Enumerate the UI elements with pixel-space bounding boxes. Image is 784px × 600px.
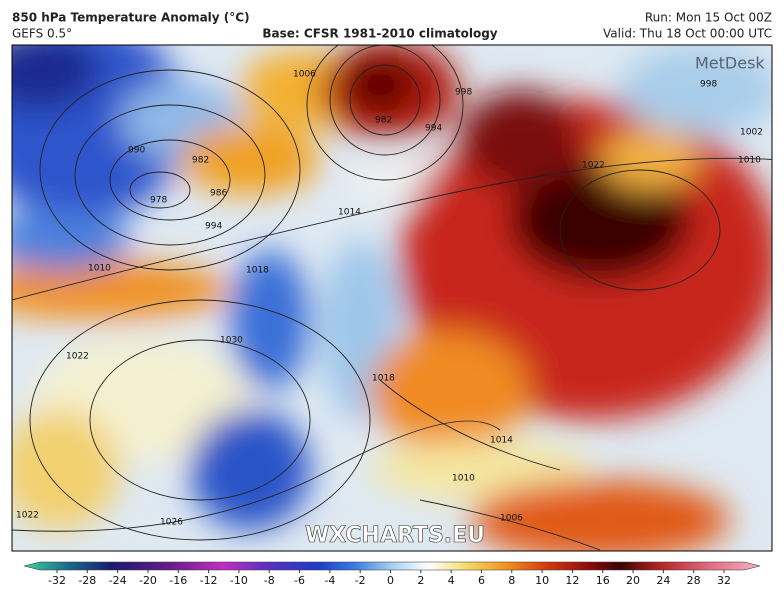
isobar-label: 998 — [455, 88, 472, 98]
isobar-label: 1006 — [500, 514, 523, 524]
map-frame — [11, 44, 773, 552]
colorbar-tick-label: 28 — [687, 574, 701, 587]
isobar-label: 998 — [700, 80, 717, 90]
colorbar: -32 -28 -24 -20 -16 -12 -10 -8 -6 -4 -2 0 2 4 6 8 10 12 16… — [23, 561, 761, 587]
colorbar-tick-label: -16 — [169, 574, 187, 587]
run-label: Run: Mon 15 Oct 00Z — [645, 11, 772, 25]
colorbar-tick-label: -2 — [355, 574, 366, 587]
isobars — [12, 45, 772, 551]
valid-label: Valid: Thu 18 Oct 00:00 UTC — [603, 27, 772, 41]
model-label: GEFS 0.5° — [12, 27, 72, 41]
isobar-label: 1010 — [88, 264, 111, 274]
isobar-label: 1022 — [16, 511, 39, 521]
colorbar-tick-label: 16 — [596, 574, 610, 587]
colorbar-tick-label: -20 — [139, 574, 157, 587]
isobar-label: 994 — [425, 124, 442, 134]
isobar-labels: 1006 990 982 978 986 994 982 994 998 101… — [16, 70, 763, 528]
isobar-label: 1014 — [338, 208, 361, 218]
colorbar-tick-label: 0 — [387, 574, 394, 587]
map — [12, 45, 772, 551]
colorbar-tick-label: -24 — [109, 574, 127, 587]
colorbar-bar — [23, 561, 761, 571]
isobar-label: 978 — [150, 196, 167, 206]
isobar-label: 986 — [210, 189, 227, 199]
base-label: Base: CFSR 1981-2010 climatology — [262, 27, 497, 41]
isobar-label: 1018 — [372, 374, 395, 384]
isobar-label: 1022 — [582, 161, 605, 171]
title: 850 hPa Temperature Anomaly (°C) — [12, 11, 250, 25]
isobar-label: 1030 — [220, 336, 243, 346]
colorbar-tick-label: 20 — [626, 574, 640, 587]
colorbar-tick-label: 12 — [565, 574, 579, 587]
logo: MetDesk — [695, 54, 765, 73]
colorbar-tick-label: 32 — [717, 574, 731, 587]
isobar-label: 1010 — [452, 474, 475, 484]
colorbar-tick-label: -6 — [294, 574, 305, 587]
isobar-label: 1018 — [246, 266, 269, 276]
colorbar-tick-label: -10 — [230, 574, 248, 587]
isobar-label: 1014 — [490, 436, 513, 446]
watermark: WXCHARTS.EU — [305, 523, 485, 548]
colorbar-tick-label: -32 — [48, 574, 66, 587]
colorbar-tick-label: -4 — [324, 574, 335, 587]
colorbar-tick-label: -12 — [200, 574, 218, 587]
colorbar-tick-label: 10 — [535, 574, 549, 587]
isobar-label: 982 — [192, 156, 209, 166]
isobar-label: 990 — [128, 146, 145, 156]
colorbar-tick-label: -8 — [264, 574, 275, 587]
isobar-label: 994 — [205, 222, 222, 232]
isobar-label: 1026 — [160, 518, 183, 528]
isobar-label: 1022 — [66, 352, 89, 362]
colorbar-tick-label: 6 — [478, 574, 485, 587]
colorbar-tick-label: 24 — [656, 574, 670, 587]
isobar-label: 1002 — [740, 128, 763, 138]
colorbar-tick-label: 4 — [448, 574, 455, 587]
isobar-label: 1006 — [293, 70, 316, 80]
colorbar-tick-label: 2 — [417, 574, 424, 587]
isobar-label: 1010 — [738, 156, 761, 166]
colorbar-tick-label: -28 — [78, 574, 96, 587]
isobar-label: 982 — [375, 116, 392, 126]
colorbar-tick-label: 8 — [508, 574, 515, 587]
